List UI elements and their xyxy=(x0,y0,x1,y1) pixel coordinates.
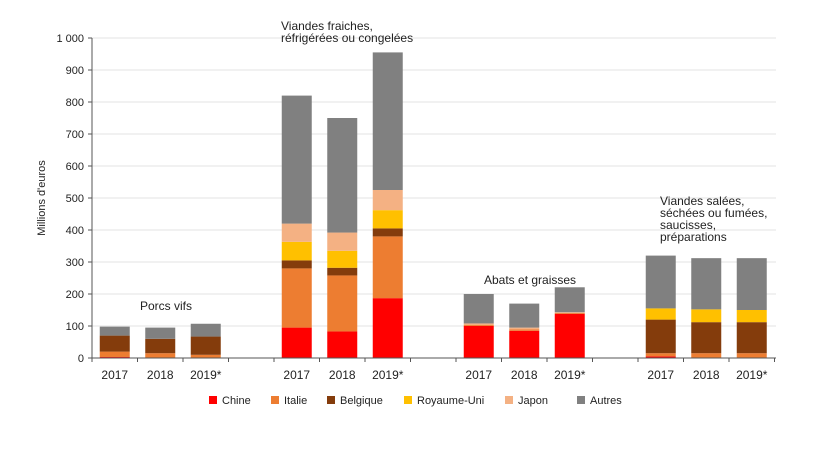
bar-segment-autres xyxy=(190,323,221,337)
bar-segment-belgique xyxy=(691,322,722,354)
bar-segment-italie xyxy=(99,351,130,358)
bar-segment-chine xyxy=(554,313,585,358)
x-tick-label: 2018 xyxy=(511,368,538,382)
y-tick-label: 800 xyxy=(66,97,84,109)
group-label: Porcs vifs xyxy=(140,299,192,313)
bar-segment-italie xyxy=(509,329,540,331)
legend-label: Autres xyxy=(590,395,622,407)
bar-segment-autres xyxy=(281,95,312,224)
bar-segment-italie xyxy=(190,354,221,358)
x-tick-label: 2017 xyxy=(101,368,128,382)
group-label: Viandes salées, séchées ou fumées, sauciss… xyxy=(660,194,767,244)
bar-segment-autres xyxy=(463,294,494,324)
y-tick-label: 1 000 xyxy=(56,33,84,45)
bar-segment-belgique xyxy=(736,322,767,354)
bar-segment-autres xyxy=(554,287,585,313)
bar-segment-belgique xyxy=(281,260,312,269)
y-tick-label: 200 xyxy=(66,289,84,301)
legend-swatch xyxy=(327,396,335,404)
bar-segment-chine xyxy=(281,327,312,358)
group-label: Abats et graisses xyxy=(484,273,576,287)
group-label: Viandes fraiches, réfrigérées ou congelée… xyxy=(281,19,413,45)
x-tick-label: 2019* xyxy=(190,368,222,382)
legend-swatch xyxy=(505,396,513,404)
bar-segment-italie xyxy=(327,275,358,332)
bar-segment-belgique xyxy=(99,335,130,352)
y-tick-label: 100 xyxy=(66,321,84,333)
legend-label: Italie xyxy=(284,395,307,407)
bar-segment-japon xyxy=(327,232,358,251)
bar-segment-chine xyxy=(645,356,676,358)
bar-segment-autres xyxy=(645,255,676,309)
bar-segment-royaume-uni xyxy=(281,241,312,261)
bar-segment-italie xyxy=(645,353,676,357)
y-tick-label: 500 xyxy=(66,193,84,205)
bar-segment-chine xyxy=(509,330,540,358)
x-tick-label: 2017 xyxy=(283,368,310,382)
bar-segment-belgique xyxy=(372,228,403,237)
y-tick-label: 300 xyxy=(66,257,84,269)
x-tick-label: 2017 xyxy=(647,368,674,382)
bar-segment-royaume-uni xyxy=(372,210,403,229)
x-tick-label: 2019* xyxy=(372,368,404,382)
bar-segment-belgique xyxy=(145,338,176,354)
bar-segment-japon xyxy=(509,327,540,330)
bar-segment-royaume-uni xyxy=(736,310,767,323)
bar-segment-japon xyxy=(554,312,585,313)
bar-segment-italie xyxy=(691,353,722,358)
x-tick-label: 2019* xyxy=(554,368,586,382)
bar-segment-autres xyxy=(99,326,130,336)
x-tick-label: 2017 xyxy=(465,368,492,382)
bar-segment-autres xyxy=(509,303,540,328)
legend-swatch xyxy=(404,396,412,404)
bar-segment-autres xyxy=(372,52,403,191)
bar-segment-chine xyxy=(372,298,403,358)
bar-segment-japon xyxy=(281,223,312,242)
x-tick-label: 2018 xyxy=(147,368,174,382)
x-tick-label: 2019* xyxy=(736,368,768,382)
bar-segment-japon xyxy=(372,190,403,211)
y-tick-label: 600 xyxy=(66,161,84,173)
legend: Chine Italie Belgique Royaume-Uni Japon Autre… xyxy=(209,395,622,407)
bar-segment-italie xyxy=(145,353,176,358)
bar-segment-autres xyxy=(327,118,358,233)
bar-segment-royaume-uni xyxy=(645,308,676,320)
bar-segment-belgique xyxy=(190,336,221,355)
bar-segment-japon xyxy=(463,323,494,326)
legend-label: Chine xyxy=(222,395,251,407)
legend-swatch xyxy=(577,396,585,404)
y-tick-label: 700 xyxy=(66,129,84,141)
y-tick-label: 900 xyxy=(66,65,84,77)
axes: 0 100 200 300 400 500 600 700 800 900 1 000 2017 201… xyxy=(56,33,776,382)
gridlines xyxy=(92,37,776,327)
group-labels: Porcs vifs Viandes fraiches, réfrigérées o… xyxy=(140,19,767,313)
bar-segment-belgique xyxy=(327,267,358,276)
bar-segment-italie xyxy=(281,268,312,328)
legend-swatch xyxy=(209,396,217,404)
bar-segment-belgique xyxy=(645,319,676,354)
bar-segment-autres xyxy=(145,327,176,339)
bar-segment-italie xyxy=(372,236,403,299)
y-tick-label: 400 xyxy=(66,225,84,237)
legend-label: Royaume-Uni xyxy=(417,395,484,407)
bar-segment-autres xyxy=(736,258,767,310)
legend-label: Belgique xyxy=(340,395,383,407)
bar-segment-italie xyxy=(736,353,767,358)
y-tick-label: 0 xyxy=(78,353,84,365)
legend-swatch xyxy=(271,396,279,404)
bar-segment-italie xyxy=(463,325,494,326)
legend-label: Japon xyxy=(518,395,548,407)
x-tick-label: 2018 xyxy=(693,368,720,382)
bar-segment-chine xyxy=(327,331,358,358)
x-tick-label: 2018 xyxy=(329,368,356,382)
y-axis-label: Millions d'euros xyxy=(36,160,48,236)
bar-segment-autres xyxy=(691,258,722,310)
bar-segment-royaume-uni xyxy=(327,250,358,268)
bars xyxy=(99,52,767,358)
bar-segment-royaume-uni xyxy=(691,309,722,323)
bar-segment-italie xyxy=(554,312,585,314)
bar-segment-chine xyxy=(463,326,494,358)
